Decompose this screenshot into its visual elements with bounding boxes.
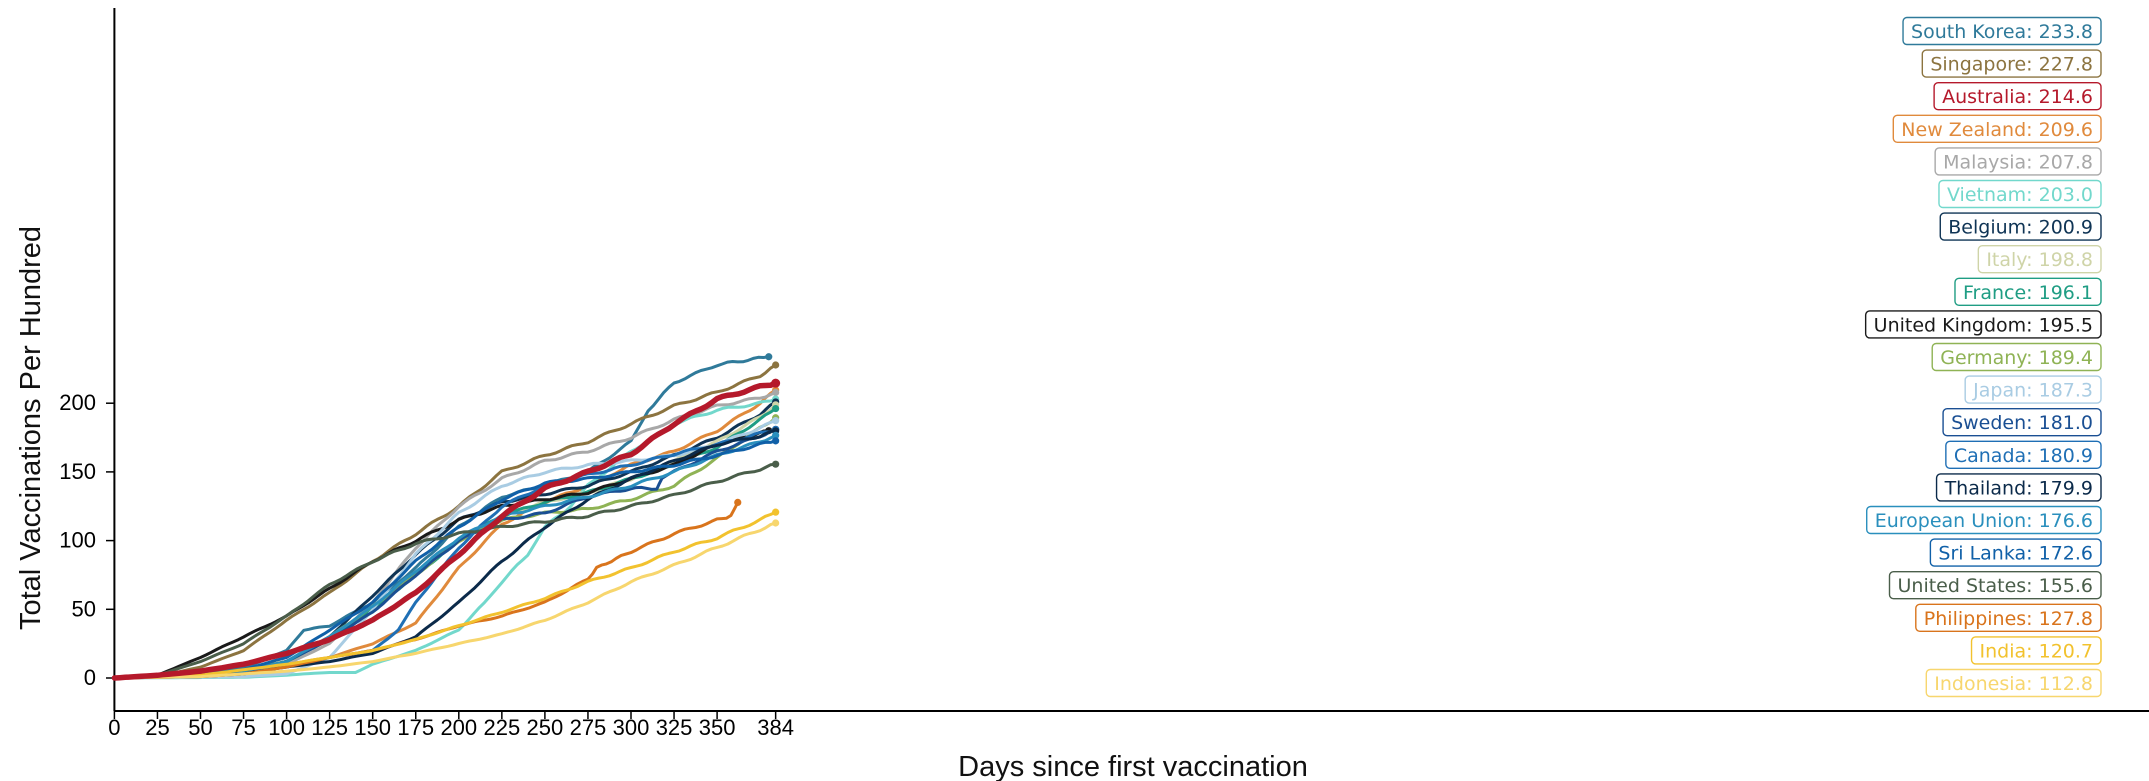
series-end-marker-sri-lanka xyxy=(772,437,780,445)
legend-label-sweden: Sweden: 181.0 xyxy=(1951,412,2093,434)
y-tick-label: 0 xyxy=(84,665,96,690)
legend-label-belgium: Belgium: 200.9 xyxy=(1948,217,2093,239)
legend-box-australia xyxy=(1933,81,2102,111)
legend-box-sri-lanka xyxy=(1929,538,2102,567)
legend-label-new-zealand: New Zealand: 209.6 xyxy=(1901,119,2093,141)
legend-box-sweden xyxy=(1942,408,2102,437)
legend-box-germany xyxy=(1931,342,2102,372)
legend-label-vietnam: Vietnam: 203.0 xyxy=(1947,184,2093,206)
x-tick-label: 175 xyxy=(397,715,434,740)
legend-box-vietnam xyxy=(1938,179,2102,209)
x-tick-label: 75 xyxy=(231,715,255,740)
series-end-marker-india xyxy=(772,508,780,516)
series-line-indonesia xyxy=(112,521,778,680)
legend-label-canada: Canada: 180.9 xyxy=(1954,445,2093,467)
legend-box-india xyxy=(1970,636,2102,665)
legend-label-united-states: United States: 155.6 xyxy=(1898,575,2094,597)
series-line-india xyxy=(112,510,778,680)
legend-box-japan xyxy=(1964,375,2102,404)
x-tick-label: 300 xyxy=(613,715,650,740)
legend-box-malaysia xyxy=(1934,147,2102,176)
legend-label-united-kingdom: United Kingdom: 195.5 xyxy=(1874,314,2093,336)
y-tick-label: 150 xyxy=(59,459,96,484)
legend-box-belgium xyxy=(1939,212,2102,241)
legend-box-new-zealand xyxy=(1892,114,2102,144)
legend-box-philippines xyxy=(1915,603,2102,632)
legend-box-indonesia xyxy=(1925,668,2102,698)
x-tick-label: 125 xyxy=(311,715,348,740)
legend-label-thailand: Thailand: 179.9 xyxy=(1944,477,2093,499)
series-line-singapore xyxy=(112,363,778,680)
x-tick-label: 275 xyxy=(570,715,607,740)
legend-label-australia: Australia: 214.6 xyxy=(1942,86,2093,108)
series-end-marker-malaysia xyxy=(772,388,780,397)
series-end-marker-singapore xyxy=(772,361,780,369)
series-line-australia xyxy=(111,380,779,681)
series-end-marker-south-korea xyxy=(765,353,773,361)
legend-label-indonesia: Indonesia: 112.8 xyxy=(1934,673,2093,695)
legend-box-european-union xyxy=(1866,505,2102,535)
series-end-marker-philippines xyxy=(734,498,742,507)
legend-box-canada xyxy=(1945,440,2102,469)
legend-box-italy xyxy=(1977,244,2102,274)
x-tick-label: 250 xyxy=(527,715,564,740)
legend-box-thailand xyxy=(1935,473,2102,502)
legend-label-germany: Germany: 189.4 xyxy=(1940,347,2093,369)
y-tick-label: 100 xyxy=(59,528,96,553)
legend-label-south-korea: South Korea: 233.8 xyxy=(1911,21,2093,43)
series-line-thailand xyxy=(112,429,778,680)
x-tick-label: 325 xyxy=(656,715,693,740)
series-end-marker-australia xyxy=(771,378,781,388)
series-end-marker-japan xyxy=(772,417,780,425)
legend-box-france xyxy=(1954,277,2102,306)
x-tick-label: 100 xyxy=(268,715,305,740)
series-line-european-union xyxy=(112,433,778,680)
x-tick-label: 50 xyxy=(188,715,212,740)
legend-label-singapore: Singapore: 227.8 xyxy=(1930,54,2093,76)
series-end-marker-european-union xyxy=(772,431,780,439)
legend-label-japan: Japan: 187.3 xyxy=(1972,380,2093,402)
legend-label-france: France: 196.1 xyxy=(1963,282,2093,304)
legend-box-united-states xyxy=(1888,571,2102,600)
x-tick-label: 150 xyxy=(354,715,391,740)
legend-box-south-korea xyxy=(1902,16,2102,46)
y-tick-label: 200 xyxy=(59,390,96,415)
legend-box-united-kingdom xyxy=(1864,310,2102,339)
legend-label-india: India: 120.7 xyxy=(1980,640,2093,662)
legend-label-sri-lanka: Sri Lanka: 172.6 xyxy=(1938,543,2093,565)
series-end-marker-france xyxy=(772,404,780,413)
x-axis-title: Days since first vaccination xyxy=(958,751,1308,781)
x-tick-label: 25 xyxy=(145,715,169,740)
x-tick-label: 384 xyxy=(757,715,794,740)
y-tick-label: 50 xyxy=(72,596,96,621)
x-tick-label: 0 xyxy=(108,715,120,740)
tick-marks: 0 25 50 75 100 125 150 175 200 225 250 275 300 325 350… xyxy=(59,390,794,740)
x-tick-label: 225 xyxy=(483,715,520,740)
series-line-sri-lanka xyxy=(112,439,778,680)
legend-label-italy: Italy: 198.8 xyxy=(1986,249,2093,271)
x-tick-label: 350 xyxy=(699,715,736,740)
legend-label-philippines: Philippines: 127.8 xyxy=(1924,608,2093,630)
legend: South Korea: 233.8 Singapore: 227.8 Austra… xyxy=(1864,16,2102,698)
y-axis-title: Total Vaccinations Per Hundred xyxy=(15,226,47,630)
series-line-united-states xyxy=(112,462,778,680)
legend-box-singapore xyxy=(1921,49,2102,78)
series-lines xyxy=(111,353,781,681)
x-tick-label: 200 xyxy=(440,715,477,740)
legend-label-malaysia: Malaysia: 207.8 xyxy=(1943,151,2093,173)
legend-label-european-union: European Union: 176.6 xyxy=(1875,510,2093,532)
axes xyxy=(113,8,2149,712)
series-end-marker-indonesia xyxy=(772,519,780,527)
series-end-marker-united-states xyxy=(772,460,780,468)
